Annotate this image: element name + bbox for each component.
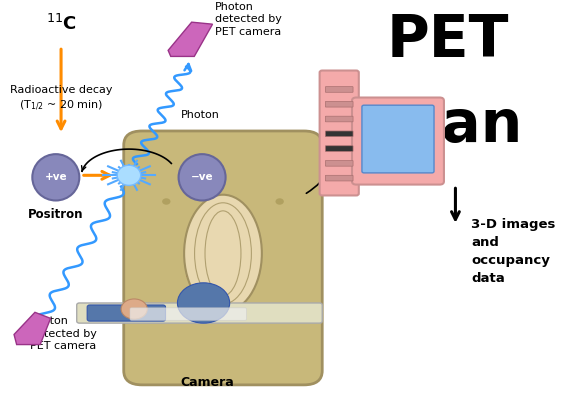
FancyBboxPatch shape — [325, 102, 353, 107]
FancyBboxPatch shape — [325, 160, 353, 166]
Text: $^{11}$C: $^{11}$C — [46, 14, 77, 34]
Text: Radioactive decay
(T$_{1/2}$ ~ 20 min): Radioactive decay (T$_{1/2}$ ~ 20 min) — [10, 85, 112, 113]
FancyBboxPatch shape — [320, 71, 359, 195]
FancyBboxPatch shape — [352, 98, 444, 185]
Polygon shape — [14, 312, 51, 345]
FancyBboxPatch shape — [124, 131, 322, 385]
Circle shape — [121, 299, 147, 319]
FancyBboxPatch shape — [325, 116, 353, 122]
Text: 180°: 180° — [129, 220, 155, 230]
FancyBboxPatch shape — [362, 105, 434, 173]
Circle shape — [162, 198, 170, 205]
Text: Positron: Positron — [28, 208, 83, 220]
FancyBboxPatch shape — [87, 305, 165, 321]
Text: −ve: −ve — [191, 172, 213, 182]
Text: Photon: Photon — [77, 303, 116, 313]
Text: +ve: +ve — [45, 172, 67, 182]
FancyBboxPatch shape — [325, 87, 353, 92]
FancyBboxPatch shape — [325, 131, 353, 137]
FancyBboxPatch shape — [77, 303, 322, 323]
FancyBboxPatch shape — [325, 175, 353, 181]
Ellipse shape — [179, 154, 226, 200]
Text: Camera: Camera — [180, 376, 234, 389]
Circle shape — [275, 198, 284, 205]
Text: PET: PET — [386, 12, 509, 69]
Text: scan: scan — [372, 97, 523, 154]
Text: 3-D images
and
occupancy
data: 3-D images and occupancy data — [471, 218, 556, 285]
FancyBboxPatch shape — [325, 146, 353, 152]
Text: Photon
detected by
PET camera: Photon detected by PET camera — [30, 316, 96, 351]
FancyBboxPatch shape — [130, 308, 246, 320]
Polygon shape — [168, 22, 213, 56]
Text: Electron: Electron — [175, 208, 230, 220]
Ellipse shape — [32, 154, 80, 200]
Ellipse shape — [117, 165, 140, 185]
Text: Photon: Photon — [181, 110, 220, 120]
Text: Photon
detected by
PET camera: Photon detected by PET camera — [215, 2, 282, 37]
Ellipse shape — [184, 195, 262, 312]
Ellipse shape — [178, 283, 230, 323]
